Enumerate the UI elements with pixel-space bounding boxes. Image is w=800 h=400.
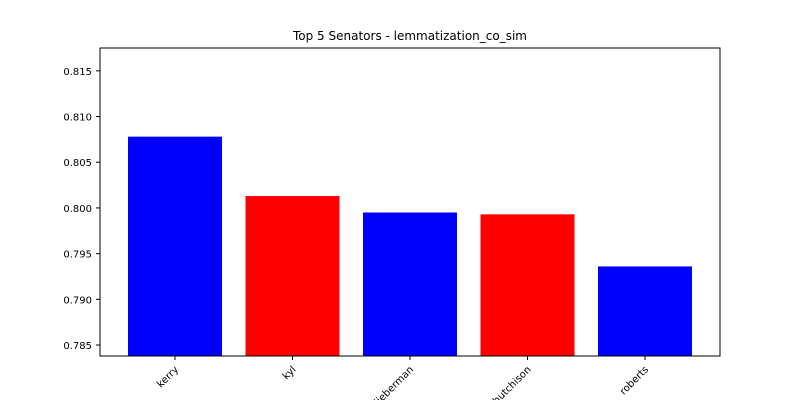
bar-hutchison — [480, 214, 575, 356]
bars-layer — [128, 136, 692, 356]
plot-frame — [99, 47, 721, 357]
bar-lieberman — [363, 212, 457, 356]
x-tick-label: hutchison — [491, 364, 533, 400]
y-tick-label: 0.815 — [63, 67, 92, 78]
x-tick-label: lieberman — [373, 364, 416, 400]
x-tick-label: kerry — [155, 364, 181, 390]
bar-kyl — [245, 196, 340, 356]
bar-roberts — [598, 266, 692, 356]
y-tick-label: 0.800 — [63, 204, 92, 215]
y-tick-label: 0.805 — [63, 158, 92, 169]
y-axis: 0.785 0.790 0.795 0.800 0.805 0.810 0.815 — [63, 67, 100, 352]
y-tick-label: 0.795 — [63, 250, 92, 261]
chart-title: Top 5 Senators - lemmatization_co_sim — [292, 29, 527, 43]
bar-kerry — [128, 136, 222, 356]
y-tick-label: 0.790 — [63, 295, 92, 306]
y-tick-label: 0.785 — [63, 341, 92, 352]
x-axis: kerry kyl lieberman hutchison roberts — [155, 356, 651, 400]
y-tick-label: 0.810 — [63, 113, 92, 124]
x-tick-label: roberts — [618, 364, 651, 397]
x-tick-label: kyl — [281, 364, 299, 382]
